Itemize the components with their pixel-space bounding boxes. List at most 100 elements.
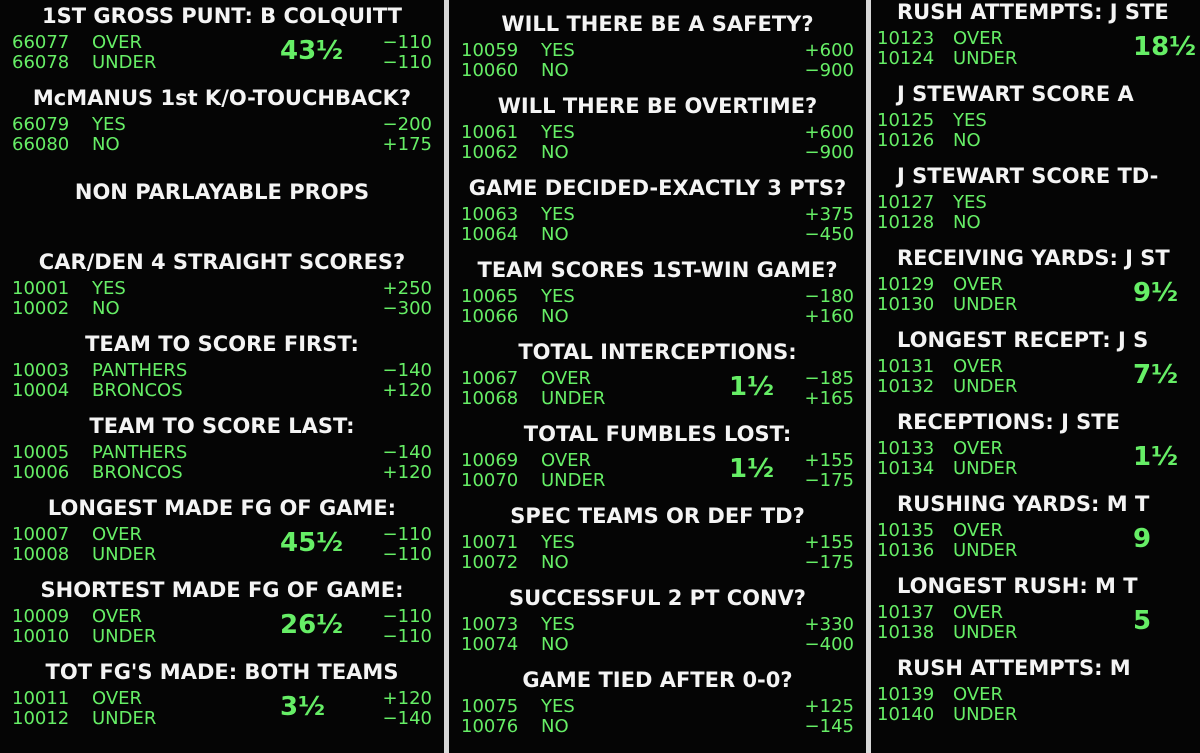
bet-odds: −110 (382, 626, 432, 647)
bet-row: 66078 UNDER −110 (0, 52, 444, 73)
bet-id: 10002 (12, 298, 70, 319)
bet-id: 10128 (877, 212, 935, 233)
bet-row: 10123 OVER 18½ (871, 28, 1200, 62)
bet-row: 66079 YES −200 (0, 114, 444, 135)
bet-id: 10072 (461, 552, 519, 573)
bet-row: 10005 PANTHERS −140 (0, 442, 444, 463)
bet-row: 10060 NO −900 (449, 60, 866, 81)
bet-odds: −200 (382, 114, 432, 135)
bet-odds: −180 (804, 286, 854, 307)
bet-id: 10066 (461, 306, 519, 327)
bet-id: 10076 (461, 716, 519, 737)
bet-label: YES (541, 204, 575, 225)
bet-label: OVER (92, 606, 143, 627)
bet-label: UNDER (541, 470, 606, 491)
bet-id: 10008 (12, 544, 70, 565)
bet-id: 66077 (12, 32, 70, 53)
bet-row: 10072 NO −175 (449, 552, 866, 573)
bet-odds: +165 (804, 388, 854, 409)
bet-row: 10069 OVER 1½ +155 (449, 450, 866, 484)
bet-odds: −450 (804, 224, 854, 245)
bet-odds: −900 (804, 60, 854, 81)
bet-odds: +160 (804, 306, 854, 327)
prop-title: TOTAL INTERCEPTIONS: (518, 340, 797, 364)
bet-id: 10135 (877, 520, 935, 541)
bet-id: 10126 (877, 130, 935, 151)
bet-row: 10006 BRONCOS +120 (0, 462, 444, 483)
bet-label: NO (541, 60, 569, 81)
bet-row: 10124 UNDER (871, 48, 1200, 69)
prop-title: TEAM TO SCORE FIRST: (85, 332, 359, 356)
bet-line: 1½ (729, 454, 775, 484)
bet-id: 10065 (461, 286, 519, 307)
bet-id: 10127 (877, 192, 935, 213)
prop-title: CAR/DEN 4 STRAIGHT SCORES? (38, 250, 406, 274)
prop-title: LONGEST MADE FG OF GAME: (47, 496, 397, 520)
bet-line: 43½ (280, 36, 344, 66)
bet-label: UNDER (953, 540, 1018, 561)
bet-label: OVER (953, 28, 1004, 49)
bet-label: NO (541, 634, 569, 655)
bet-odds: +125 (804, 696, 854, 717)
bet-row: 10065 YES −180 (449, 286, 866, 307)
divider (444, 0, 449, 753)
bet-row: 10135 OVER 9 (871, 520, 1200, 554)
prop-title: RECEPTIONS: J STE (897, 410, 1120, 434)
column: WILL THERE BE A SAFETY? 10059 YES +600 10060… (449, 0, 866, 753)
bet-id: 10074 (461, 634, 519, 655)
bet-row: 10063 YES +375 (449, 204, 866, 225)
bet-id: 10131 (877, 356, 935, 377)
bet-label: OVER (92, 524, 143, 545)
bet-line: 9½ (1133, 278, 1179, 308)
bet-row: 10129 OVER 9½ (871, 274, 1200, 308)
bet-odds: −900 (804, 142, 854, 163)
bet-label: OVER (92, 688, 143, 709)
bet-label: OVER (953, 602, 1004, 623)
prop-title: SHORTEST MADE FG OF GAME: (40, 578, 404, 602)
bet-row: 10073 YES +330 (449, 614, 866, 635)
bet-label: UNDER (953, 458, 1018, 479)
column: RUSH ATTEMPTS: J STE 10123 OVER 18½ 10124 UND… (871, 0, 1200, 753)
bet-id: 10004 (12, 380, 70, 401)
bet-id: 10009 (12, 606, 70, 627)
bet-odds: −145 (804, 716, 854, 737)
bet-row: 10004 BRONCOS +120 (0, 380, 444, 401)
prop-title: McMANUS 1st K/O-TOUCHBACK? (32, 86, 412, 110)
bet-odds: +155 (804, 450, 854, 471)
bet-label: YES (541, 532, 575, 553)
bet-label: YES (541, 40, 575, 61)
prop-title: 1ST GROSS PUNT: B COLQUITT (42, 4, 402, 28)
bet-row: 10138 UNDER (871, 622, 1200, 643)
bet-line: 18½ (1133, 32, 1197, 62)
prop-title: TEAM SCORES 1ST-WIN GAME? (477, 258, 838, 282)
bet-id: 10062 (461, 142, 519, 163)
bet-label: NO (541, 716, 569, 737)
bet-label: OVER (541, 368, 592, 389)
bet-id: 10132 (877, 376, 935, 397)
bet-id: 10003 (12, 360, 70, 381)
bet-odds: −140 (382, 442, 432, 463)
bet-id: 10069 (461, 450, 519, 471)
bet-label: UNDER (953, 376, 1018, 397)
bet-id: 10075 (461, 696, 519, 717)
bet-odds: +600 (804, 122, 854, 143)
bet-label: UNDER (541, 388, 606, 409)
bet-row: 10131 OVER 7½ (871, 356, 1200, 390)
prop-title: SUCCESSFUL 2 PT CONV? (509, 586, 806, 610)
bet-label: NO (541, 142, 569, 163)
bet-row: 10010 UNDER −110 (0, 626, 444, 647)
bet-label: OVER (953, 438, 1004, 459)
bet-id: 10137 (877, 602, 935, 623)
bet-odds: +250 (382, 278, 432, 299)
bet-odds: −175 (804, 552, 854, 573)
bet-label: UNDER (92, 544, 157, 565)
bet-row: 10012 UNDER −140 (0, 708, 444, 729)
prop-title: RECEIVING YARDS: J ST (897, 246, 1170, 270)
bet-odds: +175 (382, 134, 432, 155)
bet-line: 26½ (280, 610, 344, 640)
bet-id: 10123 (877, 28, 935, 49)
bet-row: 10008 UNDER −110 (0, 544, 444, 565)
bet-label: UNDER (92, 52, 157, 73)
bet-label: PANTHERS (92, 442, 188, 463)
bet-row: 10125 YES (871, 110, 1200, 131)
